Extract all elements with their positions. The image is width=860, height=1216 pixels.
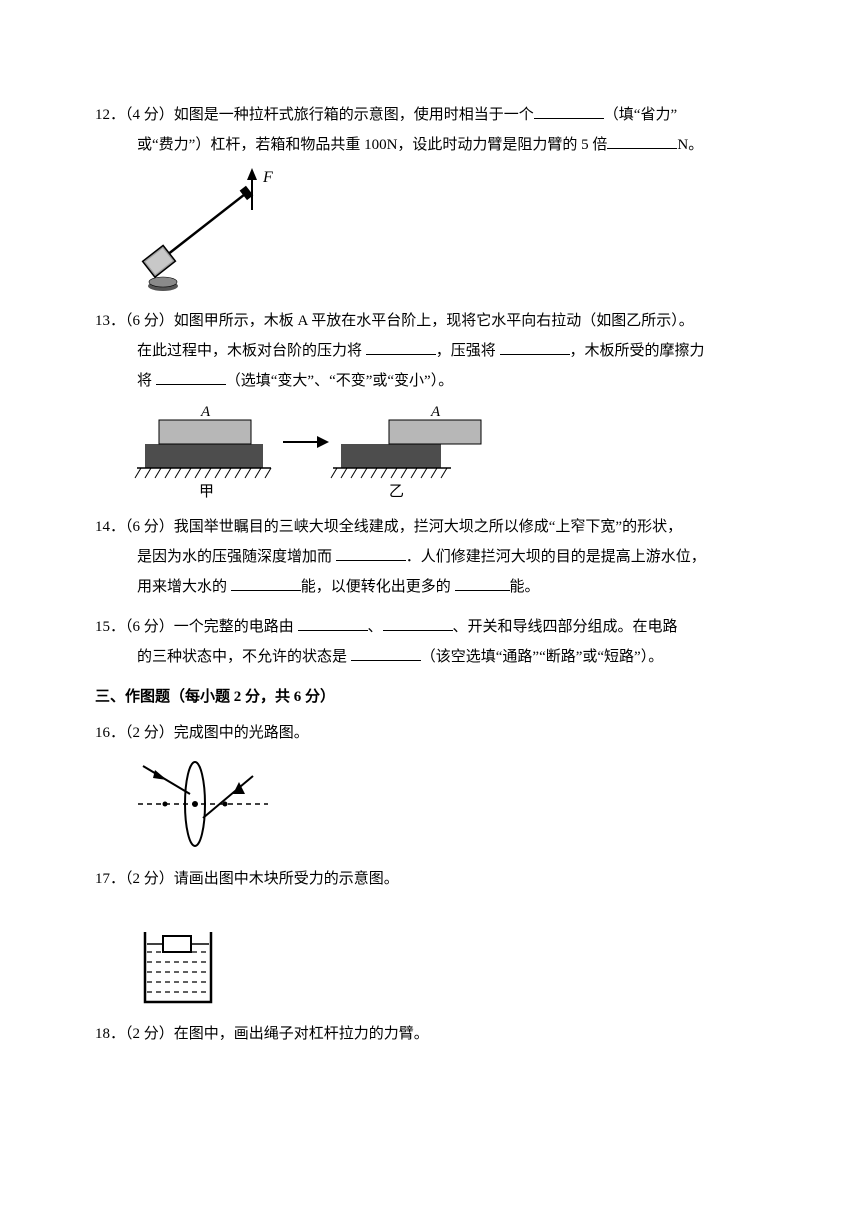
q12-figure: F xyxy=(133,166,766,296)
q17-text: 请画出图中木块所受力的示意图。 xyxy=(174,871,399,887)
q15-text-a: 一个完整的电路由 xyxy=(174,619,294,635)
q12-text-a: 如图是一种拉杆式旅行箱的示意图，使用时相当于一个 xyxy=(174,107,534,123)
q13-text-e: 将 xyxy=(137,373,152,389)
q15-text-b: 、 xyxy=(368,619,383,635)
q15-text-e: （该空选填“通路”“断路”或“短路”）。 xyxy=(421,649,663,665)
q17-figure xyxy=(133,924,766,1009)
question-18: 18．（2 分）在图中，画出绳子对杠杆拉力的力臂。 xyxy=(95,1019,765,1049)
svg-text:A: A xyxy=(200,404,211,420)
section-3-title: 三、作图题（每小题 2 分，共 6 分） xyxy=(95,682,765,712)
q18-text: 在图中，画出绳子对杠杆拉力的力臂。 xyxy=(174,1026,429,1042)
q14-text-c: ．人们修建拦河大坝的目的是提高上游水位， xyxy=(406,549,706,565)
q12-blank-1[interactable] xyxy=(534,103,604,119)
q12-text-d: N。 xyxy=(677,137,703,153)
q14-num: 14．（6 分） xyxy=(95,519,174,535)
question-14: 14．（6 分）我国举世瞩目的三峡大坝全线建成，拦河大坝之所以修成“上窄下宽”的… xyxy=(95,512,765,602)
q16-text: 完成图中的光路图。 xyxy=(174,725,309,741)
q13-text-f: （选填“变大”、“不变”或“变小”）。 xyxy=(226,373,453,389)
q13-num: 13．（6 分） xyxy=(95,313,174,329)
q18-num: 18．（2 分） xyxy=(95,1026,174,1042)
q14-text-e: 能，以便转化出更多的 xyxy=(301,579,451,595)
q13-text-d: ，木板所受的摩擦力 xyxy=(570,343,705,359)
q14-text-d: 用来增大水的 xyxy=(137,579,227,595)
q12-text-b: （填“省力” xyxy=(604,107,677,123)
q16-num: 16．（2 分） xyxy=(95,725,174,741)
q14-blank-1[interactable] xyxy=(336,545,406,561)
q12-blank-2[interactable] xyxy=(607,133,677,149)
q14-text-b: 是因为水的压强随深度增加而 xyxy=(137,549,332,565)
question-13: 13．（6 分）如图甲所示，木板 A 平放在水平台阶上，现将它水平向右拉动（如图… xyxy=(95,306,765,502)
q12-num: 12．（4 分） xyxy=(95,107,174,123)
q14-text-a: 我国举世瞩目的三峡大坝全线建成，拦河大坝之所以修成“上窄下宽”的形状， xyxy=(174,519,682,535)
q16-figure xyxy=(133,754,766,854)
q14-text-f: 能。 xyxy=(510,579,540,595)
q15-blank-1[interactable] xyxy=(298,615,368,631)
question-12: 12．（4 分）如图是一种拉杆式旅行箱的示意图，使用时相当于一个 （填“省力” 或… xyxy=(95,100,765,296)
q13-blank-3[interactable] xyxy=(156,369,226,385)
force-label-F: F xyxy=(262,169,273,186)
q14-blank-2[interactable] xyxy=(231,575,301,591)
q13-figure: A 甲 A xyxy=(133,402,766,502)
q13-text-b: 在此过程中，木板对台阶的压力将 xyxy=(137,343,362,359)
question-15: 15．（6 分）一个完整的电路由 、 、开关和导线四部分组成。在电路 的三种状态中… xyxy=(95,612,765,672)
question-16: 16．（2 分）完成图中的光路图。 xyxy=(95,718,765,854)
q13-blank-2[interactable] xyxy=(500,339,570,355)
q15-text-c: 、开关和导线四部分组成。在电路 xyxy=(453,619,678,635)
q15-blank-2[interactable] xyxy=(383,615,453,631)
svg-text:乙: 乙 xyxy=(389,484,404,500)
q17-num: 17．（2 分） xyxy=(95,871,174,887)
q15-blank-3[interactable] xyxy=(351,645,421,661)
q13-blank-1[interactable] xyxy=(366,339,436,355)
q15-num: 15．（6 分） xyxy=(95,619,174,635)
q14-blank-3[interactable] xyxy=(455,575,510,591)
q13-text-a: 如图甲所示，木板 A 平放在水平台阶上，现将它水平向右拉动（如图乙所示）。 xyxy=(174,313,694,329)
svg-text:甲: 甲 xyxy=(199,484,214,500)
q12-text-c: 或“费力”）杠杆，若箱和物品共重 100N，设此时动力臂是阻力臂的 5 倍 xyxy=(137,137,607,153)
svg-text:A: A xyxy=(430,404,441,420)
q15-text-d: 的三种状态中，不允许的状态是 xyxy=(137,649,347,665)
q13-text-c: ，压强将 xyxy=(436,343,496,359)
question-17: 17．（2 分）请画出图中木块所受力的示意图。 xyxy=(95,864,765,1009)
